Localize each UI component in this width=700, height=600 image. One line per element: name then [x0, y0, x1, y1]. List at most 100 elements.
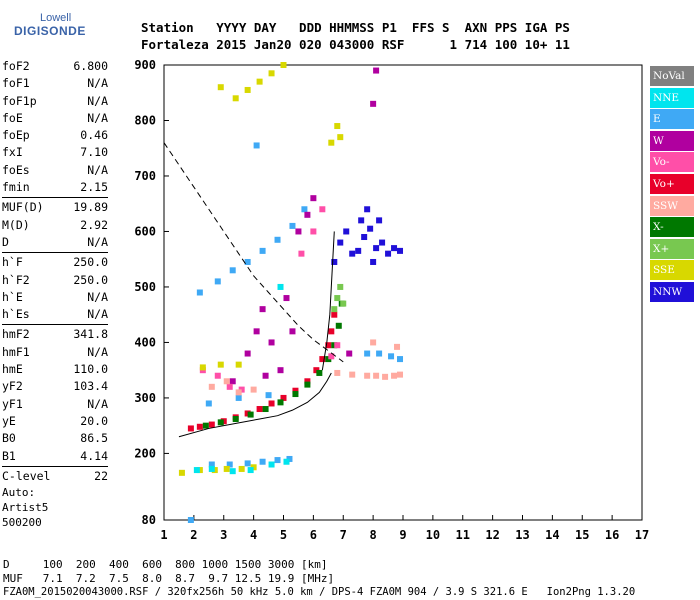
- x-tick-label: 4: [250, 528, 257, 542]
- legend-item: X-: [650, 217, 694, 238]
- echo-point: [226, 383, 233, 390]
- echo-point: [277, 399, 284, 406]
- echo-point: [364, 350, 371, 357]
- x-tick-label: 12: [485, 528, 499, 542]
- param-row: yE 20.0: [2, 413, 108, 430]
- echo-point: [397, 356, 404, 363]
- param-name: h`F: [2, 255, 23, 270]
- echo-point: [319, 356, 326, 363]
- echo-point: [319, 206, 326, 213]
- param-value: N/A: [87, 307, 108, 322]
- echo-point: [259, 247, 266, 254]
- x-tick-label: 8: [370, 528, 377, 542]
- param-name: foF1p: [2, 93, 37, 108]
- echo-point: [355, 247, 362, 254]
- y-tick-label: 500: [134, 280, 156, 294]
- echo-point: [349, 250, 356, 257]
- param-row: MUF(D) 19.89: [2, 199, 108, 216]
- echo-point: [397, 371, 404, 378]
- logo-digisonde: DIGISONDE: [14, 24, 86, 38]
- echo-point: [226, 461, 233, 468]
- echo-point: [244, 350, 251, 357]
- echo-point: [274, 457, 281, 464]
- param-name: foEs: [2, 162, 30, 177]
- logo-lowell: Lowell: [40, 12, 72, 24]
- echo-point: [334, 342, 341, 349]
- param-name: MUF(D): [2, 200, 44, 215]
- param-value: N/A: [87, 93, 108, 108]
- echo-point: [388, 353, 395, 360]
- param-row: yF1 N/A: [2, 396, 108, 413]
- param-value: 341.8: [73, 327, 108, 342]
- echo-point: [331, 306, 338, 313]
- echo-point: [304, 211, 311, 218]
- x-tick-label: 13: [515, 528, 529, 542]
- y-tick-label: 900: [134, 58, 156, 72]
- param-value: N/A: [87, 289, 108, 304]
- param-row: M(D) 2.92: [2, 217, 108, 234]
- echo-point: [244, 258, 251, 265]
- echo-point: [178, 469, 185, 476]
- param-value: N/A: [87, 110, 108, 125]
- x-tick-label: 17: [635, 528, 649, 542]
- echo-point: [259, 458, 266, 465]
- echo-point: [346, 350, 353, 357]
- echo-point: [376, 217, 383, 224]
- y-axis: 80 200 300 400 500 600 700 800 900: [134, 58, 169, 527]
- echo-point: [238, 465, 245, 472]
- echo-point: [370, 339, 377, 346]
- param-separator: [2, 197, 108, 199]
- param-row: foEs N/A: [2, 162, 108, 179]
- param-name: B1: [2, 448, 16, 463]
- param-value: 250.0: [73, 255, 108, 270]
- echo-point: [340, 300, 347, 307]
- echo-point: [364, 206, 371, 213]
- echo-point: [247, 467, 254, 474]
- param-value: N/A: [87, 344, 108, 359]
- echo-point: [331, 258, 338, 265]
- echo-point: [373, 67, 380, 74]
- parameter-list: foF2 6.800 foF1 N/A foF1p N/A foE N/A foEp 0.46 fx…: [2, 58, 108, 485]
- param-value: 19.89: [73, 200, 108, 215]
- echo-point: [268, 339, 275, 346]
- y-tick-label: 700: [134, 169, 156, 183]
- param-row: D N/A: [2, 234, 108, 251]
- echo-point: [283, 458, 290, 465]
- echo-point: [361, 234, 368, 241]
- echo-point: [335, 322, 342, 329]
- echo-point: [259, 306, 266, 313]
- plot-frame: [163, 64, 643, 521]
- legend-item: NoVal: [650, 66, 694, 86]
- echo-point: [223, 465, 230, 472]
- x-tick-label: 10: [426, 528, 440, 542]
- param-row: foF1p N/A: [2, 93, 108, 110]
- y-tick-label: 200: [134, 446, 156, 460]
- echo-point: [295, 228, 302, 235]
- echo-point: [349, 371, 356, 378]
- echo-point: [382, 373, 389, 380]
- param-row: C-level 22: [2, 468, 108, 485]
- param-name: D: [2, 234, 9, 249]
- echo-point: [280, 394, 287, 401]
- param-separator: [2, 324, 108, 326]
- echo-point: [217, 84, 224, 91]
- echo-point: [334, 369, 341, 376]
- legend-item: NNE: [650, 87, 694, 108]
- param-name: foEp: [2, 128, 30, 143]
- echo-point: [277, 283, 284, 290]
- param-row: B0 86.5: [2, 430, 108, 447]
- echo-point: [256, 78, 263, 85]
- echo-point: [268, 400, 275, 407]
- param-row: h`F2 250.0: [2, 272, 108, 289]
- param-name: C-level: [2, 468, 51, 483]
- param-value: 103.4: [73, 379, 108, 394]
- echo-point: [262, 406, 269, 413]
- echo-point: [193, 467, 200, 474]
- echo-point: [310, 228, 317, 235]
- param-name: yE: [2, 413, 16, 428]
- legend-item: Vo+: [650, 174, 694, 194]
- echo-point: [370, 100, 377, 107]
- param-value: 20.0: [80, 413, 108, 428]
